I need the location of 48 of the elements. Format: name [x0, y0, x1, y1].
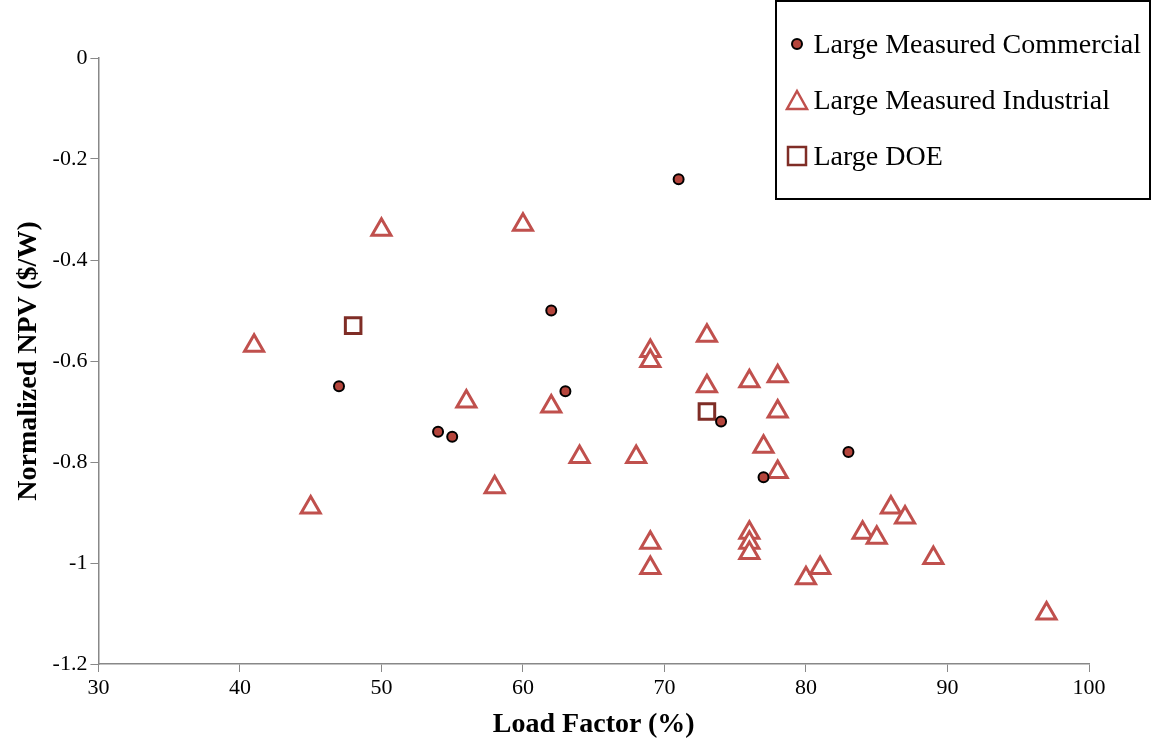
point	[879, 494, 902, 515]
point	[922, 545, 945, 565]
y-tick-label: -0.6	[52, 346, 88, 372]
point	[809, 555, 832, 576]
point	[695, 373, 718, 394]
point	[639, 348, 662, 368]
legend-label: Large Measured Industrial	[813, 84, 1110, 116]
y-axis-title: Normalized NPV ($/W)	[11, 221, 43, 501]
point	[766, 363, 789, 384]
x-tick-label: 60	[511, 673, 534, 699]
x-tick-label: 100	[1072, 673, 1106, 699]
point	[511, 212, 534, 232]
point	[794, 565, 818, 586]
y-tick-label: -1.2	[52, 649, 88, 675]
point	[738, 540, 761, 560]
point	[1035, 601, 1058, 621]
point	[695, 323, 718, 343]
point	[752, 434, 775, 454]
point	[243, 333, 266, 353]
point	[455, 388, 478, 409]
x-tick-label: 90	[936, 673, 959, 699]
point	[738, 368, 761, 389]
point	[625, 444, 648, 464]
legend-label: Large DOE	[813, 140, 943, 172]
point	[766, 459, 789, 480]
point	[639, 530, 662, 550]
point	[894, 505, 917, 525]
x-tick-label: 50	[370, 673, 393, 699]
point	[568, 444, 591, 464]
y-tick-label: -0.2	[52, 144, 88, 170]
point	[766, 399, 789, 419]
x-tick-label: 30	[87, 673, 110, 699]
x-tick-label: 80	[794, 673, 817, 699]
legend-label: Large Measured Commercial	[813, 28, 1141, 60]
point	[299, 494, 322, 515]
y-tick-label: 0	[76, 43, 88, 69]
point	[851, 520, 874, 540]
y-tick-label: -0.8	[52, 447, 88, 473]
point	[639, 555, 662, 576]
x-axis-title: Load Factor (%)	[492, 707, 695, 739]
point	[370, 217, 393, 237]
x-tick-label: 70	[653, 673, 676, 699]
point	[540, 393, 563, 414]
point	[865, 525, 888, 545]
y-tick-label: -1	[69, 548, 88, 574]
point	[483, 474, 506, 495]
x-tick-label: 40	[228, 673, 251, 699]
y-tick-label: -0.4	[52, 245, 88, 271]
